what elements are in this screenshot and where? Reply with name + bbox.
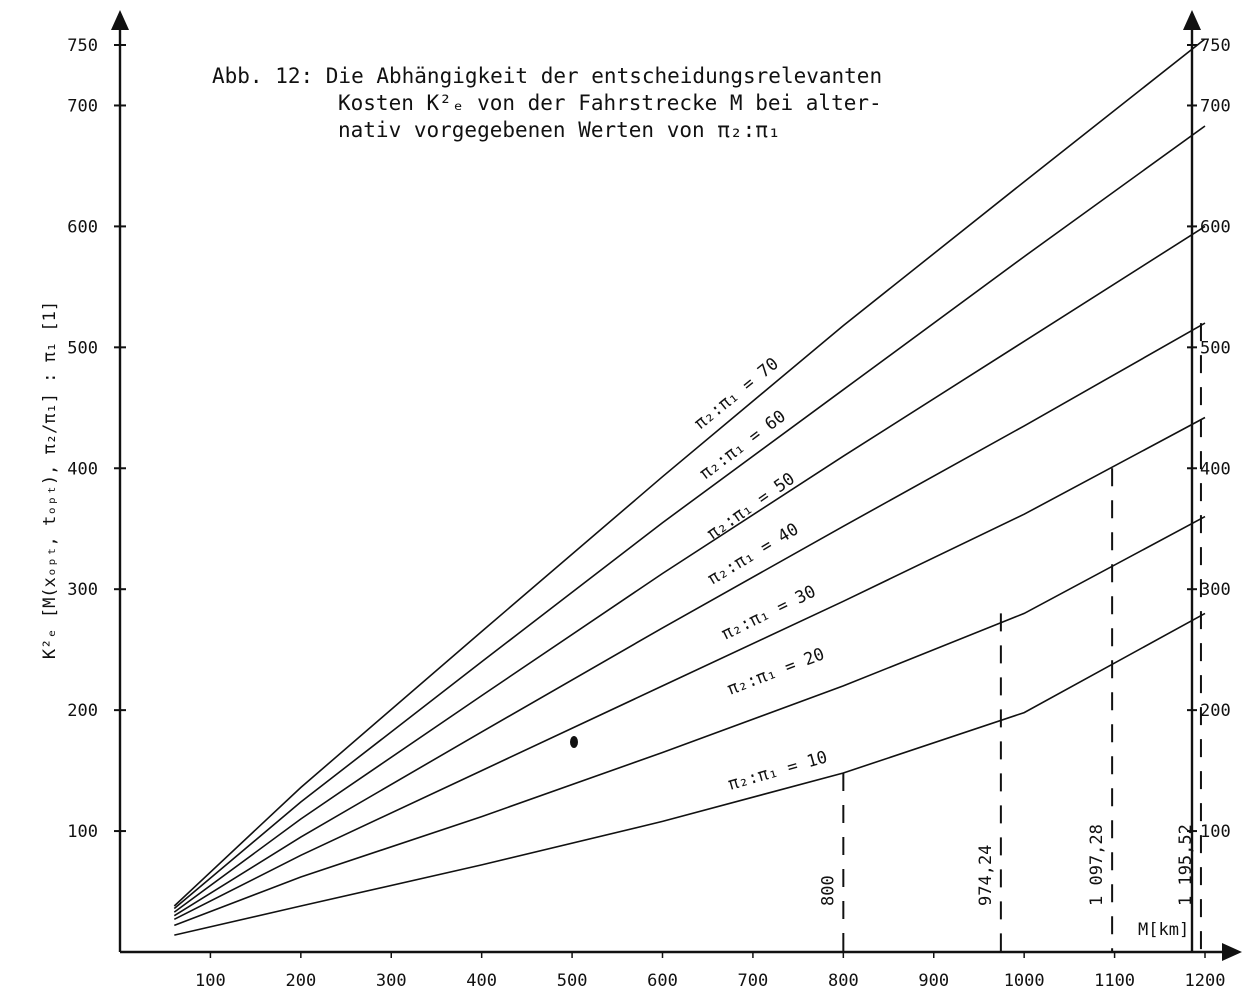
reference-label: 974,24 <box>976 845 996 906</box>
y-right-tick-label: 750 <box>1200 36 1231 56</box>
label-group: 100 200 300 400 500 600 700 800 900 1000 1100 1200 1… <box>40 36 1231 991</box>
y-axis-label: K²ₑ [M(xₒₚₜ, tₒₚₜ), π₂/π₁] : π₁ [1] <box>40 301 60 659</box>
y-right-tick-label: 100 <box>1200 822 1231 842</box>
reference-label: 1 097,28 <box>1087 824 1107 906</box>
x-tick-label: 700 <box>738 971 769 991</box>
series-line <box>173 225 1206 913</box>
y-tick-label: 500 <box>67 338 98 358</box>
y-tick-label: 700 <box>67 96 98 116</box>
series-label: π₂:π₁ = 20 <box>725 644 828 699</box>
x-tick-label: 1100 <box>1094 971 1135 991</box>
series-label: π₂:π₁ = 10 <box>726 747 830 794</box>
series-line <box>174 612 1206 936</box>
series-label: π₂:π₁ = 30 <box>718 582 819 645</box>
marker-dot <box>570 736 578 748</box>
y-tick-label: 300 <box>67 580 98 600</box>
x-tick-label: 1200 <box>1185 971 1226 991</box>
x-tick-label: 100 <box>195 971 226 991</box>
y-right-tick-label: 200 <box>1200 701 1231 721</box>
x-tick-label: 400 <box>466 971 497 991</box>
y-tick-label: 100 <box>67 822 98 842</box>
chart-title-line-3: nativ vorgegebenen Werten von π₂:π₁ <box>338 118 781 142</box>
curve-group <box>173 38 1206 936</box>
series-line <box>173 416 1206 921</box>
x-tick-label: 200 <box>285 971 316 991</box>
x-tick-label: 1000 <box>1004 971 1045 991</box>
y-axis-left-arrow <box>111 10 129 30</box>
reference-label: 800 <box>818 875 838 906</box>
y-right-tick-label: 400 <box>1200 459 1231 479</box>
x-axis-arrow <box>1222 943 1242 961</box>
series-line <box>174 515 1206 927</box>
x-tick-label: 900 <box>918 971 949 991</box>
chart-title-line-1: Abb. 12: Die Abhängigkeit der entscheidu… <box>212 64 882 88</box>
reference-lines <box>842 323 1202 952</box>
y-tick-label: 200 <box>67 701 98 721</box>
y-tick-label: 400 <box>67 459 98 479</box>
y-right-tick-label: 500 <box>1200 338 1231 358</box>
reference-label: 1 195,52 <box>1176 824 1196 906</box>
series-line <box>173 125 1206 910</box>
x-tick-label: 500 <box>557 971 588 991</box>
x-axis-label: M[km] <box>1138 920 1189 940</box>
series-line <box>173 38 1206 907</box>
series-line <box>173 322 1206 917</box>
chart-title-line-2: Kosten K²ₑ von der Fahrstrecke M bei alt… <box>338 91 882 115</box>
x-tick-label: 800 <box>828 971 859 991</box>
axes <box>111 10 1242 961</box>
y-right-tick-label: 700 <box>1200 96 1231 116</box>
x-tick-label: 300 <box>376 971 407 991</box>
y-tick-label: 750 <box>67 36 98 56</box>
x-tick-label: 600 <box>647 971 678 991</box>
y-tick-label: 600 <box>67 217 98 237</box>
y-right-tick-label: 300 <box>1200 580 1231 600</box>
y-right-tick-label: 600 <box>1200 217 1231 237</box>
y-axis-right-arrow <box>1183 10 1201 30</box>
